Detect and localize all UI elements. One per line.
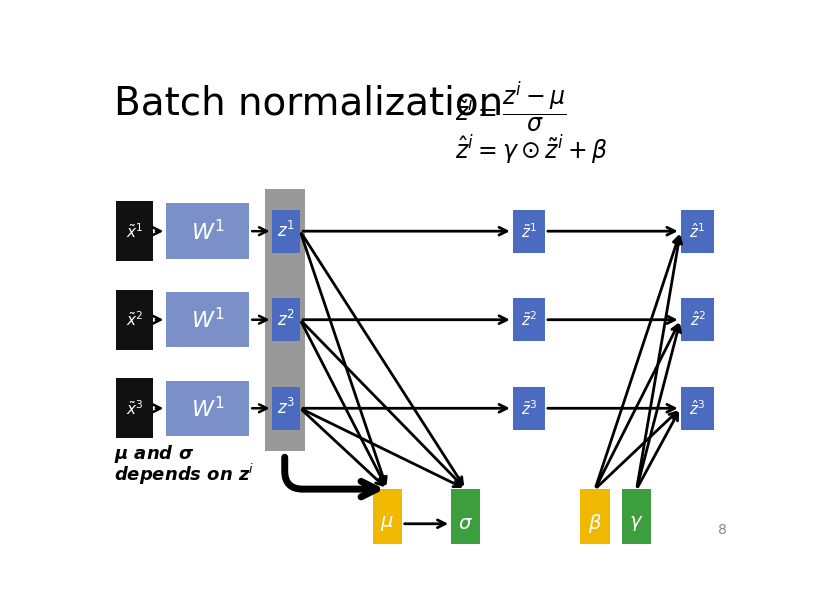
Text: $z^2$: $z^2$ <box>277 310 295 330</box>
Bar <box>166 292 249 348</box>
Bar <box>116 290 153 349</box>
Text: $\tilde{x}^3$: $\tilde{x}^3$ <box>125 399 143 418</box>
Text: 8: 8 <box>717 523 726 537</box>
Text: $W^1$: $W^1$ <box>191 396 224 421</box>
Bar <box>450 489 480 558</box>
Bar <box>512 298 545 342</box>
Bar <box>372 489 401 558</box>
Bar <box>680 210 713 253</box>
Bar <box>116 378 153 438</box>
Text: $\tilde{z}^2$: $\tilde{z}^2$ <box>520 310 536 329</box>
Text: $\tilde{x}^1$: $\tilde{x}^1$ <box>126 222 143 241</box>
Text: $\tilde{z}^i = \dfrac{z^i - \mu}{\sigma}$: $\tilde{z}^i = \dfrac{z^i - \mu}{\sigma}… <box>455 79 566 134</box>
Bar <box>272 298 300 342</box>
Text: $\hat{z}^3$: $\hat{z}^3$ <box>689 399 704 418</box>
Bar <box>116 201 153 261</box>
Text: depends on $\boldsymbol{z}^i$: depends on $\boldsymbol{z}^i$ <box>114 462 254 488</box>
Text: $\tilde{x}^2$: $\tilde{x}^2$ <box>126 310 143 329</box>
Text: $W^1$: $W^1$ <box>191 307 224 332</box>
Bar <box>680 298 713 342</box>
Text: $\tilde{z}^1$: $\tilde{z}^1$ <box>520 222 536 241</box>
Text: $z^1$: $z^1$ <box>277 221 295 241</box>
Text: $\boldsymbol{\mu}$ and $\boldsymbol{\sigma}$: $\boldsymbol{\mu}$ and $\boldsymbol{\sig… <box>114 443 194 465</box>
Bar <box>272 387 300 430</box>
Text: $W^1$: $W^1$ <box>191 219 224 244</box>
Text: $\tilde{z}^3$: $\tilde{z}^3$ <box>520 399 536 418</box>
Text: Batch normalization: Batch normalization <box>114 85 502 123</box>
Bar <box>580 489 609 558</box>
Text: $\sigma$: $\sigma$ <box>458 514 473 533</box>
Text: $\mu$: $\mu$ <box>380 514 394 533</box>
Text: $\gamma$: $\gamma$ <box>629 514 643 533</box>
Text: $\hat{z}^2$: $\hat{z}^2$ <box>689 310 704 329</box>
Bar <box>166 381 249 436</box>
Text: $z^3$: $z^3$ <box>277 398 295 419</box>
Text: $\beta$: $\beta$ <box>587 512 601 535</box>
Text: $\hat{z}^1$: $\hat{z}^1$ <box>689 222 704 241</box>
Bar <box>272 210 300 253</box>
Bar <box>512 387 545 430</box>
Bar <box>166 203 249 259</box>
Bar <box>622 489 650 558</box>
Text: $\hat{z}^i = \gamma \odot \tilde{z}^i + \beta$: $\hat{z}^i = \gamma \odot \tilde{z}^i + … <box>455 133 608 167</box>
Bar <box>512 210 545 253</box>
Bar <box>265 189 305 451</box>
Bar <box>680 387 713 430</box>
